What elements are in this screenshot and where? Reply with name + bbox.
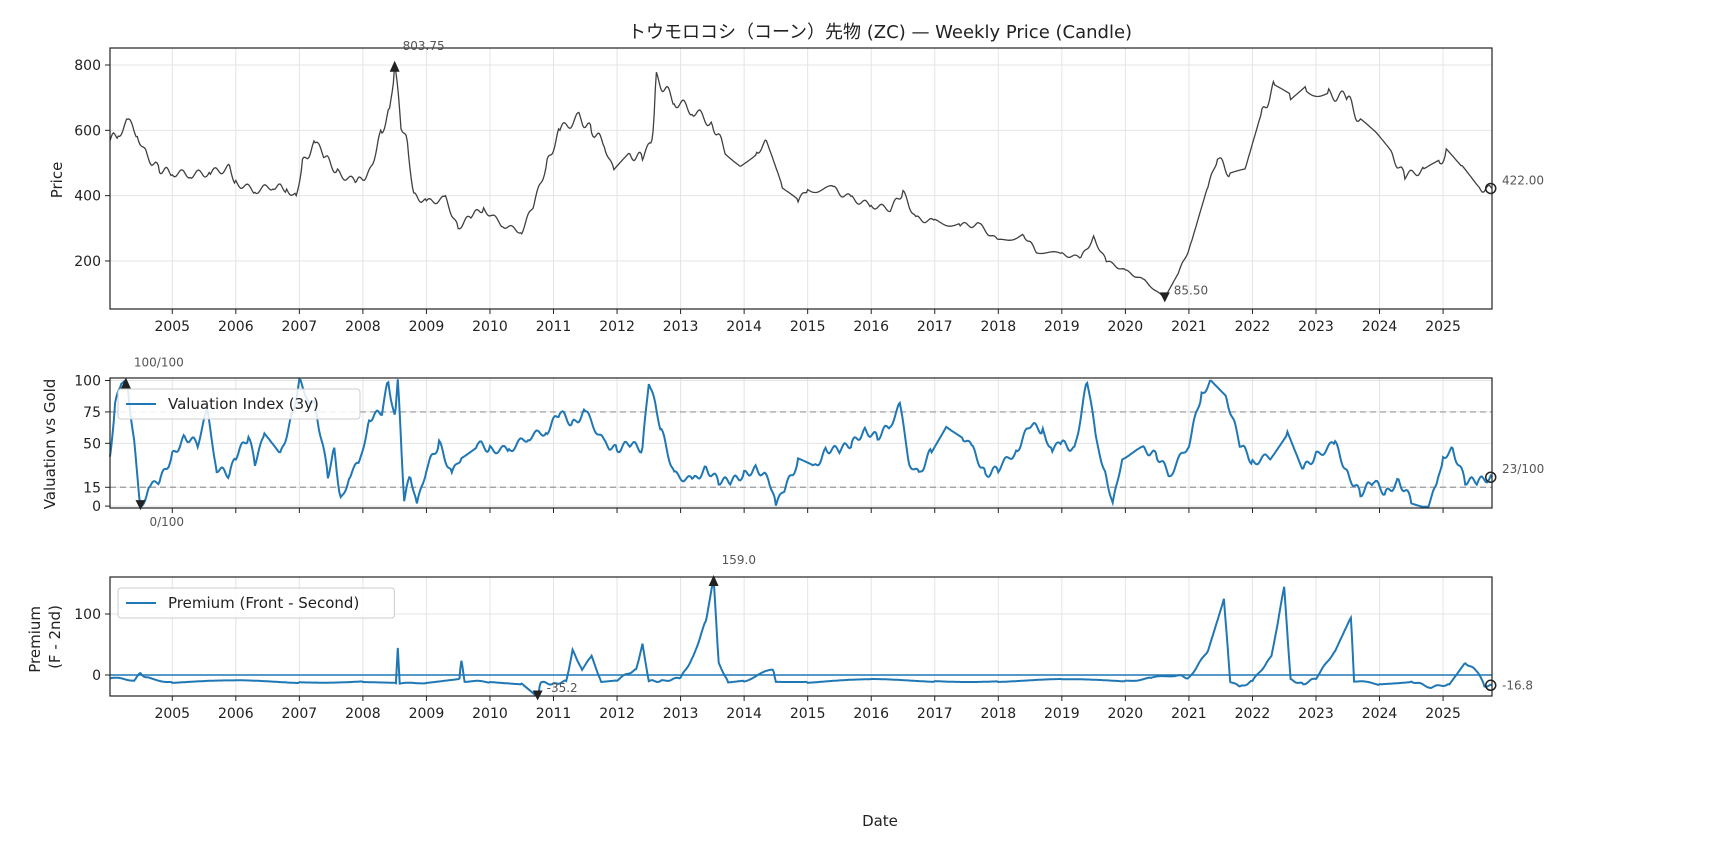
y-axis-label-premium-line1: Premium	[26, 606, 44, 673]
x-tick-label: 2005	[154, 319, 190, 335]
y-tick-label: 100	[74, 374, 101, 390]
y-tick-label: 75	[83, 405, 101, 421]
legend: Valuation Index (3y)	[117, 388, 361, 420]
x-tick-label: 2020	[1108, 319, 1144, 335]
x-tick-label: 2012	[599, 319, 635, 335]
y-axis-label-valuation: Valuation vs Gold	[41, 379, 59, 510]
x-tick-label: 2007	[282, 706, 318, 722]
series-line	[109, 577, 1493, 697]
plot-frame	[109, 576, 1493, 697]
x-tick-label: 2009	[409, 319, 445, 335]
panel-1: 0 15 50 75 100 100/100 0/100 23/100 Valuation In…	[74, 356, 1544, 530]
y-tick-label: 0	[92, 668, 101, 684]
x-tick-label: 2020	[1108, 706, 1144, 722]
y-tick-label: 0	[92, 499, 101, 515]
x-tick-label: 2022	[1235, 706, 1271, 722]
x-axis-label: Date	[862, 812, 898, 830]
x-tick-label: 2010	[472, 319, 508, 335]
max-marker-icon	[708, 574, 719, 586]
x-tick-label: 2014	[726, 319, 762, 335]
y-tick-label: 800	[74, 58, 101, 74]
min-marker-icon	[1159, 292, 1170, 303]
y-tick-label: 15	[83, 480, 101, 496]
max-annotation: 803.75	[403, 39, 445, 53]
max-marker-icon	[389, 60, 400, 72]
chart-title: トウモロコシ（コーン）先物 (ZC) — Weekly Price (Candl…	[628, 22, 1132, 43]
x-tick-label: 2007	[282, 319, 318, 335]
last-marker-icon	[1484, 471, 1497, 483]
x-tick-label: 2019	[1044, 706, 1080, 722]
y-axis-label-price: Price	[48, 162, 66, 199]
panel-2: 2005 2006 2007 2008 2009 2010 2011 2012 2013 2014…	[74, 553, 1533, 722]
x-tick-label: 2023	[1298, 319, 1334, 335]
y-tick-label: 600	[74, 123, 101, 139]
x-tick-label: 2015	[790, 706, 826, 722]
x-tick-label: 2024	[1362, 706, 1398, 722]
x-tick-label: 2017	[917, 706, 953, 722]
last-value-annotation: -16.8	[1502, 678, 1533, 692]
x-tick-label: 2019	[1044, 319, 1080, 335]
x-tick-label: 2025	[1425, 319, 1461, 335]
series-line	[109, 377, 1493, 508]
x-tick-label: 2016	[853, 319, 889, 335]
y-tick-label: 100	[74, 607, 101, 623]
series-line	[109, 64, 1493, 299]
last-marker-icon	[1484, 182, 1497, 195]
x-tick-label: 2018	[980, 319, 1016, 335]
x-tick-label: 2024	[1362, 319, 1398, 335]
panel-0: 2005 2006 2007 2008 2009 2010 2011 2012 2013 2014…	[74, 39, 1544, 335]
legend-box	[117, 587, 395, 619]
x-tick-label: 2006	[218, 706, 254, 722]
x-tick-label: 2023	[1298, 706, 1334, 722]
min-marker-icon	[532, 690, 543, 701]
max-annotation: 159.0	[722, 553, 756, 567]
x-tick-label: 2006	[218, 319, 254, 335]
x-tick-label: 2014	[726, 706, 762, 722]
x-tick-label: 2009	[409, 706, 445, 722]
max-marker-icon	[120, 377, 131, 389]
min-annotation: -35.2	[547, 681, 578, 695]
legend: Premium (Front - Second)	[117, 587, 395, 619]
legend-label: Valuation Index (3y)	[168, 395, 319, 413]
x-tick-label: 2008	[345, 319, 381, 335]
x-tick-label: 2005	[154, 706, 190, 722]
x-tick-label: 2010	[472, 706, 508, 722]
y-tick-label: 50	[83, 436, 101, 452]
x-tick-label: 2013	[663, 319, 699, 335]
x-tick-label: 2017	[917, 319, 953, 335]
legend-label: Premium (Front - Second)	[168, 594, 359, 612]
x-tick-label: 2012	[599, 706, 635, 722]
x-tick-label: 2011	[536, 706, 572, 722]
max-annotation: 100/100	[134, 356, 184, 370]
last-marker-icon	[1484, 679, 1497, 692]
x-tick-label: 2013	[663, 706, 699, 722]
x-tick-label: 2018	[980, 706, 1016, 722]
min-marker-icon	[135, 500, 146, 511]
y-tick-label: 400	[74, 189, 101, 205]
x-tick-label: 2011	[536, 319, 572, 335]
last-value-annotation: 23/100	[1502, 462, 1544, 476]
plot-frame	[109, 377, 1493, 509]
x-tick-label: 2022	[1235, 319, 1271, 335]
y-axis-label-premium: Premium (F - 2nd)	[26, 601, 64, 673]
min-annotation: 0/100	[149, 515, 184, 529]
y-axis-label-premium-line2: (F - 2nd)	[46, 605, 64, 669]
x-tick-label: 2015	[790, 319, 826, 335]
last-value-annotation: 422.00	[1502, 173, 1544, 187]
x-tick-label: 2016	[853, 706, 889, 722]
x-tick-label: 2008	[345, 706, 381, 722]
x-tick-label: 2021	[1171, 319, 1207, 335]
y-tick-label: 200	[74, 254, 101, 270]
legend-box	[117, 388, 361, 420]
x-tick-label: 2025	[1425, 706, 1461, 722]
plot-frame	[109, 47, 1493, 310]
x-tick-label: 2021	[1171, 706, 1207, 722]
min-annotation: 85.50	[1174, 283, 1208, 297]
